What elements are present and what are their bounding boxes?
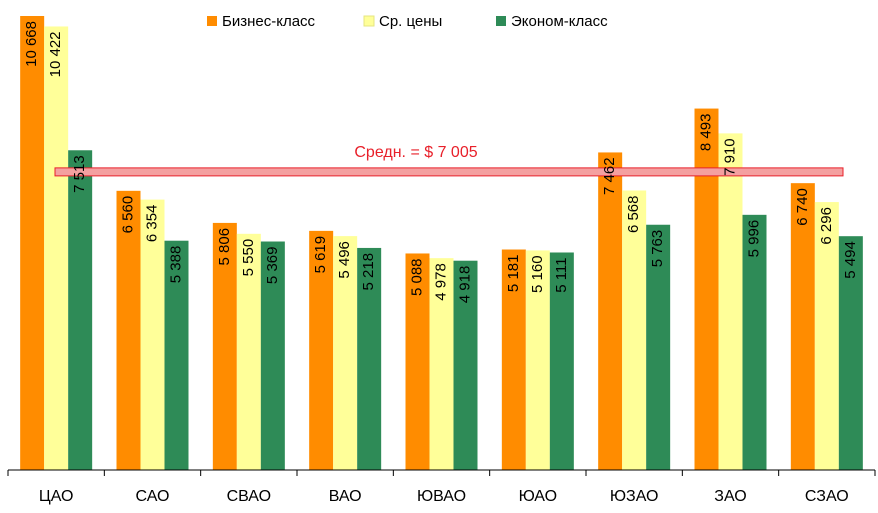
x-tick-label: СВАО — [227, 488, 271, 505]
data-label: 5 494 — [842, 241, 859, 279]
data-label: 5 181 — [505, 255, 522, 293]
x-tick-label: ЮЗАО — [610, 488, 659, 505]
average-label: Средн. = $ 7 005 — [354, 144, 477, 161]
legend-label: Бизнес-класс — [222, 13, 316, 30]
bar — [790, 183, 815, 470]
data-label: 7 910 — [721, 138, 738, 176]
data-label: 4 978 — [432, 263, 449, 301]
bar — [236, 233, 261, 470]
bar — [333, 236, 358, 470]
legend-swatch — [207, 16, 217, 26]
bar — [309, 230, 334, 470]
data-label: 5 550 — [240, 239, 257, 277]
bar — [718, 133, 743, 471]
x-tick-label: ВАО — [329, 488, 362, 505]
data-label: 7 513 — [71, 155, 88, 193]
bar — [525, 250, 550, 470]
bar — [549, 252, 574, 470]
data-label: 10 422 — [47, 31, 64, 77]
data-label: 6 354 — [143, 205, 160, 243]
bar — [742, 214, 767, 470]
data-label: 5 369 — [264, 247, 281, 285]
x-tick-label: СЗАО — [805, 488, 849, 505]
data-label: 6 568 — [625, 195, 642, 233]
bar — [598, 152, 623, 470]
data-label: 5 763 — [649, 230, 666, 268]
average-line — [54, 167, 844, 177]
data-label: 5 088 — [408, 258, 425, 296]
data-label: 5 111 — [553, 257, 570, 292]
x-tick-label: ЗАО — [714, 488, 746, 505]
legend-swatch — [363, 15, 375, 27]
x-tick-label: ЮВАО — [417, 488, 466, 505]
data-label: 5 388 — [167, 246, 184, 284]
bar — [405, 253, 430, 470]
data-label: 7 462 — [601, 157, 618, 195]
data-label: 10 668 — [23, 21, 40, 67]
bar — [116, 190, 141, 470]
bar — [212, 222, 237, 470]
data-label: 4 918 — [456, 266, 473, 304]
x-tick-label: ЮАО — [519, 488, 557, 505]
x-tick-label: САО — [136, 488, 170, 505]
bar — [44, 26, 69, 471]
legend-label: Эконом-класс — [511, 13, 608, 30]
data-label: 5 996 — [745, 220, 762, 258]
data-label: 5 218 — [360, 253, 377, 291]
bar — [453, 260, 478, 470]
bar — [164, 240, 189, 470]
legend-label: Ср. цены — [379, 13, 442, 30]
data-label: 6 296 — [818, 207, 835, 245]
data-label: 6 740 — [794, 188, 811, 226]
x-tick-label: ЦАО — [39, 488, 74, 505]
data-label: 5 496 — [336, 241, 353, 279]
bar — [814, 202, 839, 470]
data-label: 6 560 — [119, 196, 136, 234]
bar — [838, 236, 863, 470]
bar — [622, 190, 647, 470]
bar — [68, 150, 93, 471]
data-label: 8 493 — [697, 114, 714, 152]
bar — [429, 258, 454, 470]
data-label: 5 619 — [312, 236, 329, 274]
bar — [501, 249, 526, 470]
bar — [20, 16, 45, 470]
bar — [694, 108, 719, 471]
bar — [357, 247, 382, 470]
data-label: 5 806 — [216, 228, 233, 266]
data-label: 5 160 — [529, 255, 546, 293]
legend-swatch — [496, 16, 506, 26]
bar — [260, 241, 285, 470]
bar — [140, 199, 165, 470]
bar — [646, 224, 671, 470]
